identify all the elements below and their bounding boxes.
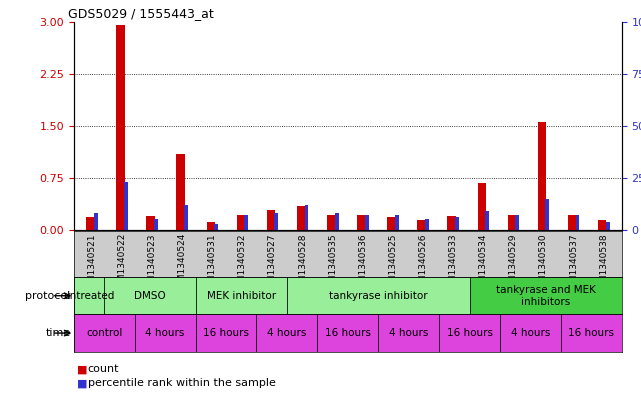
Text: 4 hours: 4 hours: [389, 328, 428, 338]
Text: 4 hours: 4 hours: [511, 328, 550, 338]
Text: tankyrase inhibitor: tankyrase inhibitor: [329, 291, 428, 301]
Text: ■: ■: [77, 364, 87, 375]
Bar: [576, 215, 579, 230]
Bar: [237, 215, 245, 230]
Bar: [267, 211, 275, 230]
Bar: [606, 222, 610, 230]
Text: control: control: [86, 328, 122, 338]
Bar: [184, 205, 188, 230]
Bar: [500, 314, 561, 352]
Text: GSM1340536: GSM1340536: [358, 233, 367, 294]
Bar: [561, 314, 622, 352]
Bar: [417, 220, 426, 230]
Bar: [439, 314, 500, 352]
Text: GSM1340522: GSM1340522: [117, 233, 126, 294]
Bar: [598, 220, 606, 230]
Bar: [455, 217, 459, 230]
Text: GSM1340537: GSM1340537: [569, 233, 578, 294]
Text: protocol: protocol: [25, 291, 71, 301]
Bar: [244, 215, 248, 230]
Bar: [297, 206, 305, 230]
Text: GSM1340538: GSM1340538: [599, 233, 608, 294]
Bar: [327, 215, 335, 230]
Bar: [104, 277, 196, 314]
Bar: [317, 314, 378, 352]
Bar: [74, 314, 135, 352]
Text: untreated: untreated: [63, 291, 115, 301]
Bar: [116, 25, 124, 230]
Bar: [124, 182, 128, 230]
Text: GSM1340525: GSM1340525: [388, 233, 397, 294]
Text: 4 hours: 4 hours: [146, 328, 185, 338]
Bar: [378, 314, 439, 352]
Bar: [508, 215, 516, 230]
Bar: [86, 217, 94, 230]
Text: GSM1340524: GSM1340524: [178, 233, 187, 294]
Bar: [485, 211, 489, 230]
Bar: [135, 314, 196, 352]
Text: GSM1340526: GSM1340526: [419, 233, 428, 294]
Text: 16 hours: 16 hours: [203, 328, 249, 338]
Bar: [357, 215, 365, 230]
Text: GSM1340530: GSM1340530: [539, 233, 548, 294]
Text: 16 hours: 16 hours: [447, 328, 492, 338]
Text: 4 hours: 4 hours: [267, 328, 306, 338]
Bar: [335, 213, 338, 230]
Bar: [515, 215, 519, 230]
Text: GSM1340523: GSM1340523: [147, 233, 156, 294]
Bar: [146, 216, 154, 230]
Bar: [545, 198, 549, 230]
Bar: [214, 224, 218, 230]
Bar: [395, 215, 399, 230]
Bar: [256, 314, 317, 352]
Text: ■: ■: [77, 378, 87, 388]
Text: GSM1340533: GSM1340533: [449, 233, 458, 294]
Bar: [304, 205, 308, 230]
Bar: [196, 277, 287, 314]
Bar: [447, 216, 456, 230]
Bar: [568, 215, 576, 230]
Bar: [538, 122, 546, 230]
Bar: [176, 154, 185, 230]
Bar: [74, 277, 104, 314]
Text: count: count: [88, 364, 119, 375]
Text: 16 hours: 16 hours: [569, 328, 614, 338]
Bar: [154, 219, 158, 230]
Text: percentile rank within the sample: percentile rank within the sample: [88, 378, 276, 388]
Text: tankyrase and MEK
inhibitors: tankyrase and MEK inhibitors: [495, 285, 595, 307]
Bar: [425, 219, 429, 230]
Text: DMSO: DMSO: [134, 291, 166, 301]
Bar: [469, 277, 622, 314]
Text: GSM1340535: GSM1340535: [328, 233, 337, 294]
Bar: [206, 222, 215, 230]
Text: GSM1340532: GSM1340532: [238, 233, 247, 294]
Text: GSM1340531: GSM1340531: [208, 233, 217, 294]
Text: MEK inhibitor: MEK inhibitor: [206, 291, 276, 301]
Text: GSM1340527: GSM1340527: [268, 233, 277, 294]
Bar: [274, 213, 278, 230]
Bar: [94, 213, 97, 230]
Text: GSM1340521: GSM1340521: [87, 233, 96, 294]
Bar: [478, 183, 486, 230]
Text: time: time: [46, 328, 71, 338]
Bar: [287, 277, 469, 314]
Text: GSM1340528: GSM1340528: [298, 233, 307, 294]
Bar: [365, 215, 369, 230]
Text: 16 hours: 16 hours: [325, 328, 370, 338]
Text: GSM1340534: GSM1340534: [479, 233, 488, 294]
Text: GDS5029 / 1555443_at: GDS5029 / 1555443_at: [68, 7, 214, 20]
Bar: [387, 217, 395, 230]
Text: GSM1340529: GSM1340529: [509, 233, 518, 294]
Bar: [196, 314, 256, 352]
